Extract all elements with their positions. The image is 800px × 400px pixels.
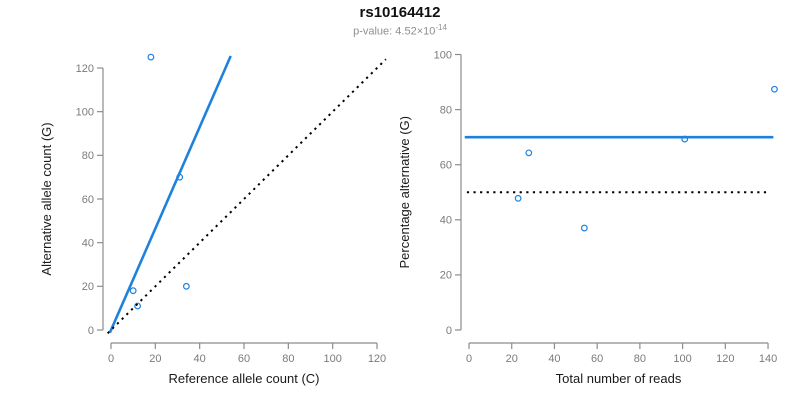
y-tick-label: 40	[440, 215, 452, 227]
y-tick-label: 60	[82, 194, 94, 206]
figure-title: rs10164412	[359, 4, 441, 21]
x-tick-label: 0	[108, 353, 114, 365]
x-tick-label: 120	[368, 353, 386, 365]
x-tick-label: 20	[506, 353, 518, 365]
y-tick-label: 60	[440, 160, 452, 172]
x-tick-label: 120	[716, 353, 734, 365]
p-value-subtitle: p-value: 4.52×10-14	[0, 23, 800, 39]
y-tick-label: 20	[82, 281, 94, 293]
data-point	[147, 53, 155, 61]
x-axis-title: Total number of reads	[556, 371, 682, 386]
y-tick-label: 100	[434, 49, 452, 61]
x-tick-label: 0	[466, 353, 472, 365]
regression-line	[108, 55, 232, 334]
y-tick-label: 40	[82, 237, 94, 249]
allele-count-scatter-panel: 0 20 40 60 80 100 120 0 20 40 60 80 100 120 Reference …	[39, 53, 387, 386]
figure-header: rs10164412 p-value: 4.52×10-14	[0, 4, 800, 39]
y-tick-label: 80	[440, 104, 452, 116]
x-tick-label: 60	[238, 353, 250, 365]
percentage-scatter-panel: 0 20 40 60 80 100 0 20 40 60 80 100 120 140 Total numb…	[400, 49, 778, 386]
x-tick-label: 40	[194, 353, 206, 365]
y-axis-title: Percentage alternative (G)	[400, 116, 412, 268]
x-tick-label: 60	[591, 353, 603, 365]
y-tick-label: 0	[88, 325, 94, 337]
data-point	[525, 149, 533, 157]
identity-line	[106, 58, 387, 334]
y-tick-label: 80	[82, 150, 94, 162]
data-point	[182, 282, 190, 290]
x-axis-title: Reference allele count (C)	[168, 371, 319, 386]
data-point	[514, 194, 522, 202]
x-tick-label: 40	[548, 353, 560, 365]
p-value-prefix: p-value:	[353, 25, 396, 38]
x-tick-label: 20	[149, 353, 161, 365]
data-point	[134, 302, 142, 310]
x-tick-label: 140	[759, 353, 777, 365]
y-tick-label: 0	[446, 325, 452, 337]
data-point	[580, 224, 588, 232]
p-value-exponent: -14	[435, 22, 447, 32]
y-tick-label: 120	[76, 63, 94, 75]
x-tick-label: 80	[282, 353, 294, 365]
y-tick-label: 20	[440, 270, 452, 282]
x-tick-label: 80	[634, 353, 646, 365]
p-value-base: 4.52×10	[395, 25, 436, 38]
x-tick-label: 100	[673, 353, 691, 365]
y-tick-label: 100	[76, 106, 94, 118]
y-axis-title: Alternative allele count (G)	[39, 122, 54, 275]
data-point	[129, 287, 137, 295]
data-point	[771, 85, 778, 93]
x-tick-label: 100	[323, 353, 341, 365]
